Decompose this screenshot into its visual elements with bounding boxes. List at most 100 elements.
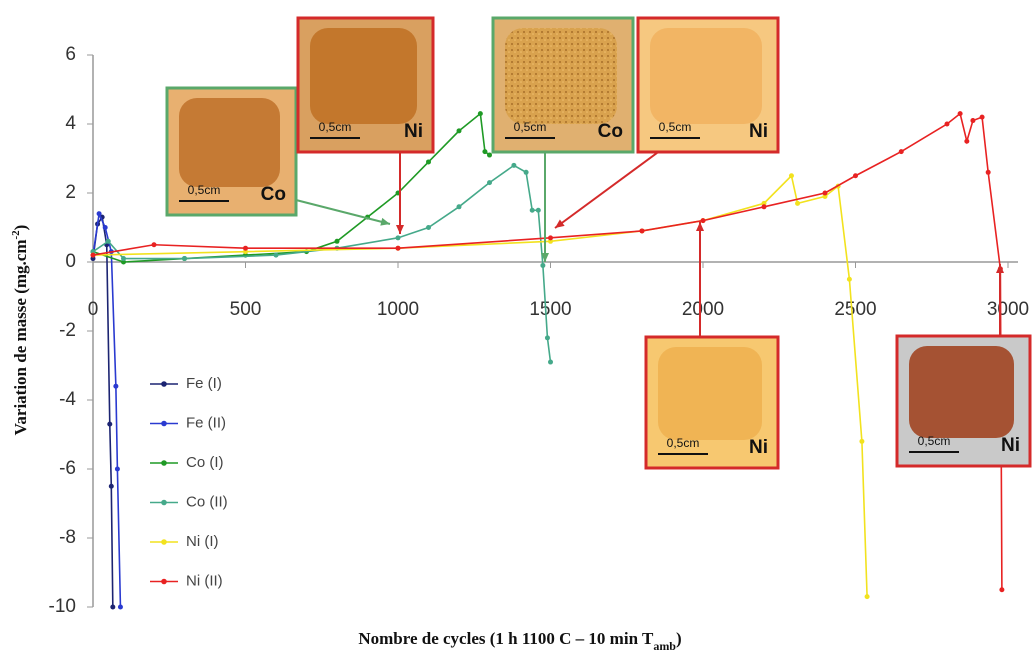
data-point [105, 238, 111, 244]
data-point [529, 207, 535, 213]
data-point [117, 604, 123, 610]
data-point [395, 235, 401, 241]
arrow-head [996, 264, 1004, 273]
data-point [523, 169, 529, 175]
data-point [548, 238, 553, 244]
data-point [477, 111, 483, 117]
inset-label: Ni [749, 437, 768, 458]
legend-label: Ni (I) [186, 533, 219, 550]
data-point [108, 483, 114, 489]
inset-photo [310, 28, 417, 124]
data-point [487, 180, 492, 186]
data-point [540, 262, 546, 268]
legend-label: Ni (II) [186, 572, 223, 589]
data-point [456, 204, 462, 210]
data-point [964, 138, 970, 144]
data-point [107, 421, 113, 427]
data-point [795, 200, 801, 206]
inset-label: Ni [404, 121, 423, 142]
data-point [853, 173, 858, 179]
data-point [999, 587, 1005, 593]
y-tick-label: 4 [65, 113, 76, 134]
y-label-end: ) [11, 225, 30, 231]
inset-label: Co [261, 184, 286, 205]
x-axis-label: Nombre de cycles (1 h 1100 C – 10 min Ta… [358, 629, 681, 653]
data-point [639, 228, 645, 234]
data-point [121, 259, 126, 265]
legend-marker [161, 460, 167, 466]
data-point [985, 169, 991, 175]
arrow-head [555, 219, 565, 228]
data-point [243, 249, 248, 255]
scale-label: 0,5cm [659, 120, 692, 134]
data-point [548, 235, 553, 241]
inset-label: Ni [749, 121, 768, 142]
legend-marker [161, 381, 167, 387]
y-tick-label: 0 [65, 251, 76, 272]
x-tick-label: 500 [230, 299, 262, 320]
scale-label: 0,5cm [667, 436, 700, 450]
data-point [859, 438, 865, 444]
inset-photo [179, 98, 280, 187]
arrow-head [396, 225, 404, 234]
data-point [96, 211, 102, 217]
y-tick-label: -4 [59, 389, 76, 410]
data-point [788, 173, 794, 179]
x-tick-label: 3000 [987, 299, 1029, 320]
x-label-sub: amb [653, 639, 676, 653]
data-point [90, 252, 96, 258]
data-point [243, 245, 248, 251]
data-point [979, 114, 985, 120]
legend-label: Co (II) [186, 493, 228, 510]
data-point [487, 152, 492, 158]
data-point [700, 218, 706, 224]
y-label-text: Variation de masse (mg.cm [11, 240, 30, 436]
data-point [535, 207, 541, 213]
series-line [92, 215, 114, 608]
legend-label: Fe (II) [186, 414, 226, 431]
data-point [334, 238, 340, 244]
data-point [957, 111, 963, 117]
inset-photo [909, 346, 1014, 438]
data-point [544, 335, 550, 341]
data-point [114, 466, 120, 472]
scale-label: 0,5cm [514, 120, 547, 134]
data-point [182, 256, 187, 262]
legend-marker [161, 578, 167, 585]
data-point [970, 118, 976, 124]
scale-label: 0,5cm [918, 434, 951, 448]
data-point [898, 149, 904, 155]
inset-photo [650, 28, 762, 124]
y-axis-label: Variation de masse (mg.cm-2) [10, 225, 30, 436]
x-tick-label: 0 [88, 299, 99, 320]
data-point [426, 159, 431, 165]
x-tick-label: 1000 [377, 299, 419, 320]
y-tick-label: -2 [59, 320, 76, 341]
data-point [761, 204, 767, 210]
data-point [482, 149, 488, 155]
arrow-head [696, 222, 704, 231]
x-tick-label: 1500 [529, 299, 571, 320]
data-point [102, 225, 108, 230]
x-tick-label: 2500 [834, 299, 876, 320]
data-point [822, 190, 828, 196]
data-point [273, 252, 279, 258]
legend-label: Co (I) [186, 454, 224, 471]
inset-label: Ni [1001, 435, 1020, 456]
legend-marker [161, 420, 167, 427]
series-line [92, 164, 552, 363]
legend-label: Fe (I) [186, 375, 222, 392]
data-point [944, 121, 950, 127]
scale-label: 0,5cm [188, 183, 221, 197]
data-point [151, 242, 157, 248]
legend-marker [161, 499, 167, 506]
y-label-sup: -2 [10, 230, 22, 240]
inset-photo [658, 347, 762, 440]
arrow-head [541, 253, 549, 262]
data-point [846, 276, 852, 282]
data-point [456, 128, 462, 134]
inset-label: Co [598, 121, 623, 142]
y-tick-label: 2 [65, 182, 76, 203]
data-point [90, 256, 96, 262]
annotation-arrow [295, 199, 391, 225]
